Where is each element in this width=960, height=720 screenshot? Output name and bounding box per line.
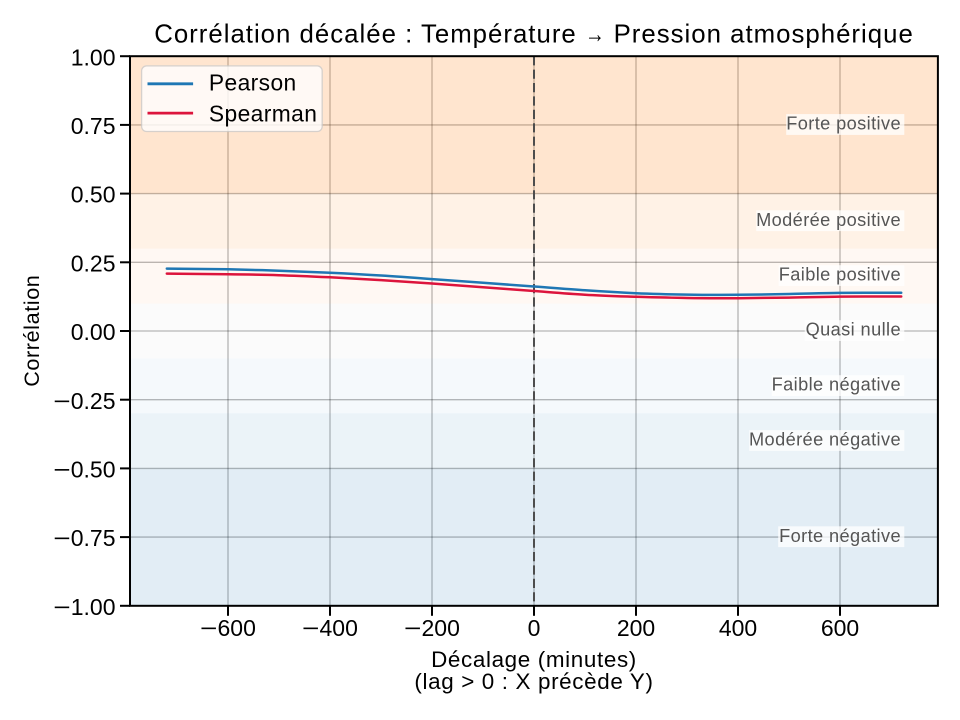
svg-text:Quasi nulle: Quasi nulle <box>806 320 901 340</box>
svg-text:Corrélation décalée : Températ: Corrélation décalée : Température → Pres… <box>154 21 914 49</box>
svg-text:400: 400 <box>719 615 757 641</box>
svg-text:600: 600 <box>821 615 859 641</box>
svg-text:−0.75: −0.75 <box>53 525 115 551</box>
svg-text:0.50: 0.50 <box>71 182 116 208</box>
svg-text:−0.50: −0.50 <box>53 457 115 483</box>
svg-text:Modérée positive: Modérée positive <box>756 210 901 230</box>
svg-text:−600: −600 <box>200 615 256 641</box>
svg-text:Pearson: Pearson <box>209 70 297 96</box>
svg-text:200: 200 <box>617 615 655 641</box>
svg-text:Décalage (minutes): Décalage (minutes) <box>431 647 637 672</box>
svg-text:0.75: 0.75 <box>71 113 116 139</box>
svg-text:(lag > 0 : X précède Y): (lag > 0 : X précède Y) <box>414 669 653 694</box>
svg-text:0: 0 <box>528 615 541 641</box>
svg-text:Corrélation: Corrélation <box>19 275 44 387</box>
svg-text:−400: −400 <box>302 615 358 641</box>
svg-text:0.25: 0.25 <box>71 250 116 276</box>
svg-text:Faible positive: Faible positive <box>779 265 901 285</box>
svg-text:Faible négative: Faible négative <box>772 375 901 395</box>
svg-text:−0.25: −0.25 <box>53 388 115 414</box>
svg-text:−1.00: −1.00 <box>53 594 115 620</box>
svg-text:Modérée négative: Modérée négative <box>749 430 901 450</box>
svg-text:1.00: 1.00 <box>71 44 116 70</box>
svg-text:Forte positive: Forte positive <box>786 114 901 134</box>
svg-text:−200: −200 <box>404 615 460 641</box>
svg-text:Spearman: Spearman <box>209 100 317 126</box>
svg-text:0.00: 0.00 <box>71 319 116 345</box>
svg-text:Forte négative: Forte négative <box>779 526 901 546</box>
